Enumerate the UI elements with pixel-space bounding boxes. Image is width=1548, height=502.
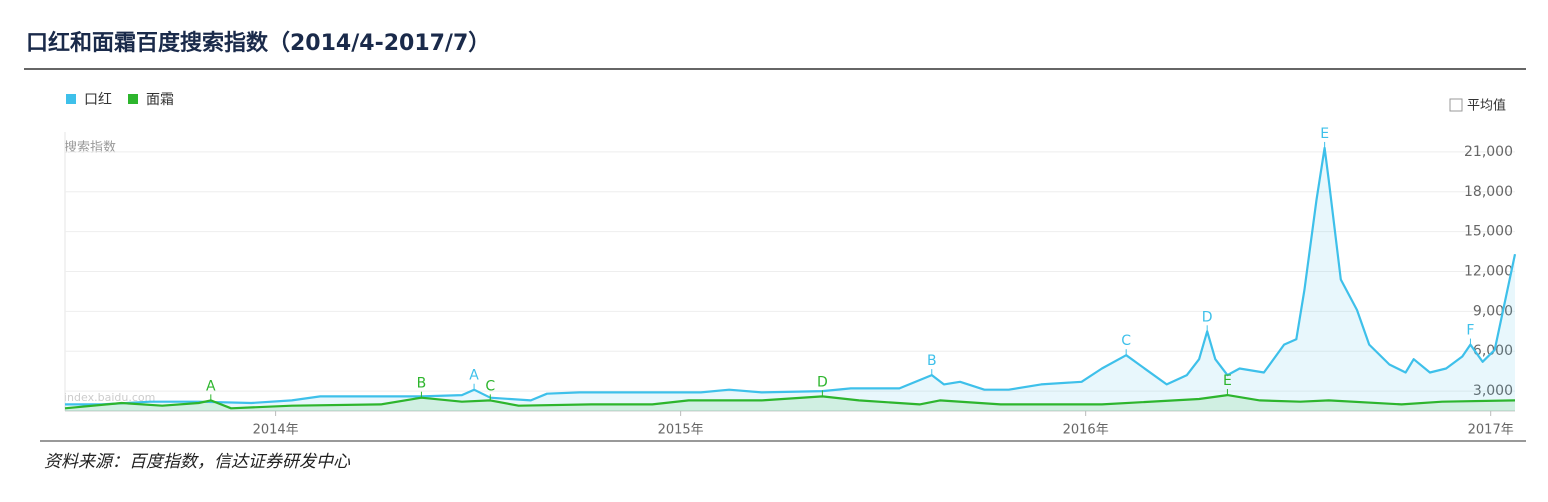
annotation-label: D — [817, 374, 828, 390]
x-tick-label: 2017年 — [1468, 423, 1514, 438]
y-axis-label: 搜索指数 — [64, 141, 116, 156]
annotation-label: D — [1202, 309, 1213, 325]
x-tick-label: 2016年 — [1063, 423, 1109, 438]
series-line — [65, 146, 1517, 406]
annotation-label: C — [1121, 333, 1131, 349]
x-tick-label: 2014年 — [253, 423, 299, 438]
annotation-label: B — [417, 376, 427, 392]
legend-label: 面霜 — [146, 92, 174, 108]
average-checkbox[interactable] — [1449, 98, 1463, 112]
y-tick-label: 18,000 — [1464, 184, 1513, 200]
annotation-label: E — [1223, 373, 1232, 389]
chart-title: 口红和面霜百度搜索指数（2014/4-2017/7） — [26, 30, 490, 56]
legend-label: 口红 — [84, 92, 112, 108]
x-tick-label: 2015年 — [658, 423, 704, 438]
y-tick-label: 3,000 — [1473, 383, 1513, 399]
y-tick-label: 12,000 — [1464, 264, 1513, 280]
y-tick-label: 15,000 — [1464, 224, 1513, 240]
source-note: 资料来源：百度指数，信达证券研发中心 — [44, 452, 351, 472]
series-line — [64, 394, 1516, 410]
annotation-label: A — [206, 378, 216, 394]
legend-swatch — [128, 94, 138, 104]
annotation-label: F — [1466, 323, 1474, 339]
annotation-label: C — [485, 378, 495, 394]
annotation-label: B — [927, 353, 937, 369]
y-tick-label: 21,000 — [1464, 144, 1513, 160]
annotation-label: E — [1320, 126, 1329, 142]
series-area — [65, 147, 1515, 411]
average-label[interactable]: 平均值 — [1467, 98, 1506, 114]
watermark: index.baidu.com — [64, 391, 155, 404]
annotation-label: A — [469, 368, 479, 384]
legend-swatch — [66, 94, 76, 104]
